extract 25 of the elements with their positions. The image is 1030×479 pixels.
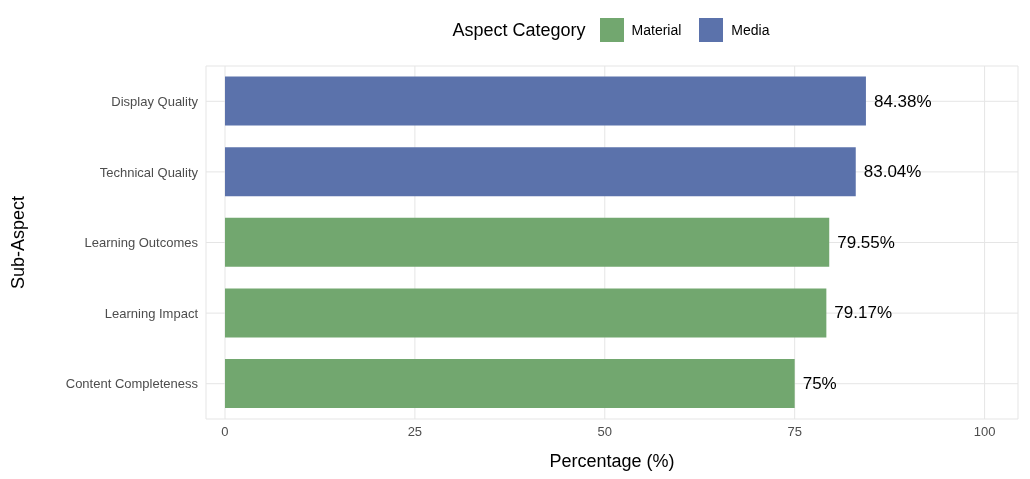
data-label: 79.17%: [834, 303, 893, 323]
x-tick-label: 25: [407, 424, 423, 440]
y-axis-title: Sub-Aspect: [8, 195, 29, 290]
y-tick-label: Learning Impact: [104, 305, 199, 321]
x-axis-title: Percentage (%): [549, 451, 675, 471]
x-tick-label: 75: [787, 424, 802, 440]
bar: [224, 288, 827, 338]
bar: [224, 217, 830, 267]
legend-label: Material: [630, 21, 682, 40]
legend-title: Aspect Category: [452, 19, 586, 41]
bar: [224, 76, 866, 126]
data-label: 84.38%: [873, 91, 932, 111]
bar: [224, 358, 795, 408]
bar: [224, 147, 856, 197]
x-tick-label: 0: [221, 424, 229, 440]
data-label: 75%: [802, 373, 837, 393]
x-tick-label: 100: [973, 424, 996, 440]
y-tick-label: Learning Outcomes: [84, 235, 199, 251]
legend-label: Media: [730, 21, 770, 40]
x-tick-label: 50: [597, 424, 613, 440]
data-label: 83.04%: [863, 162, 922, 182]
y-tick-label: Content Completeness: [65, 376, 199, 392]
y-tick-label: Display Quality: [111, 93, 199, 109]
data-label: 79.55%: [837, 232, 895, 252]
y-tick-label: Technical Quality: [99, 164, 199, 180]
